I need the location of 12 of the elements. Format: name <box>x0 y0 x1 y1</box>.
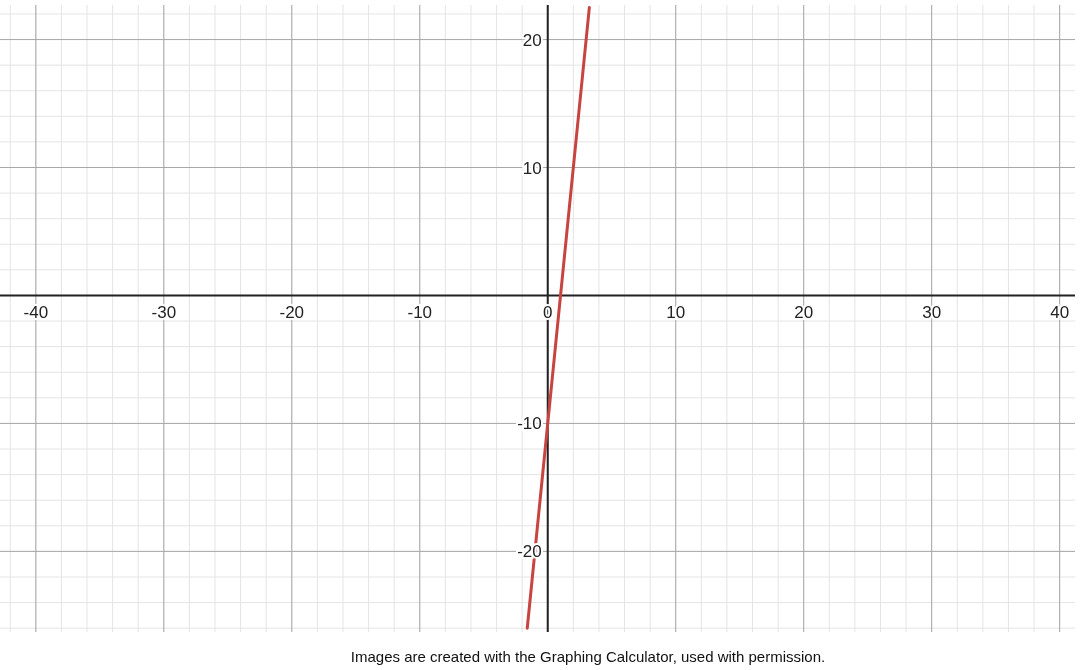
y-tick-label: 10 <box>522 158 542 178</box>
x-tick-label: -40 <box>23 303 49 323</box>
x-tick-label: 20 <box>794 303 814 323</box>
text: Images are created with the Graphing Calculator, used with permission. <box>350 648 826 665</box>
x-tick-label: -10 <box>407 303 433 323</box>
x-tick-label: -20 <box>279 303 305 323</box>
x-tick-label: 40 <box>1050 303 1070 323</box>
x-tick-label: -30 <box>151 303 177 323</box>
x-tick-label: 30 <box>922 303 942 323</box>
x-tick-label: 10 <box>666 303 686 323</box>
y-tick-label: 20 <box>522 30 542 50</box>
y-tick-label: -10 <box>517 414 542 434</box>
